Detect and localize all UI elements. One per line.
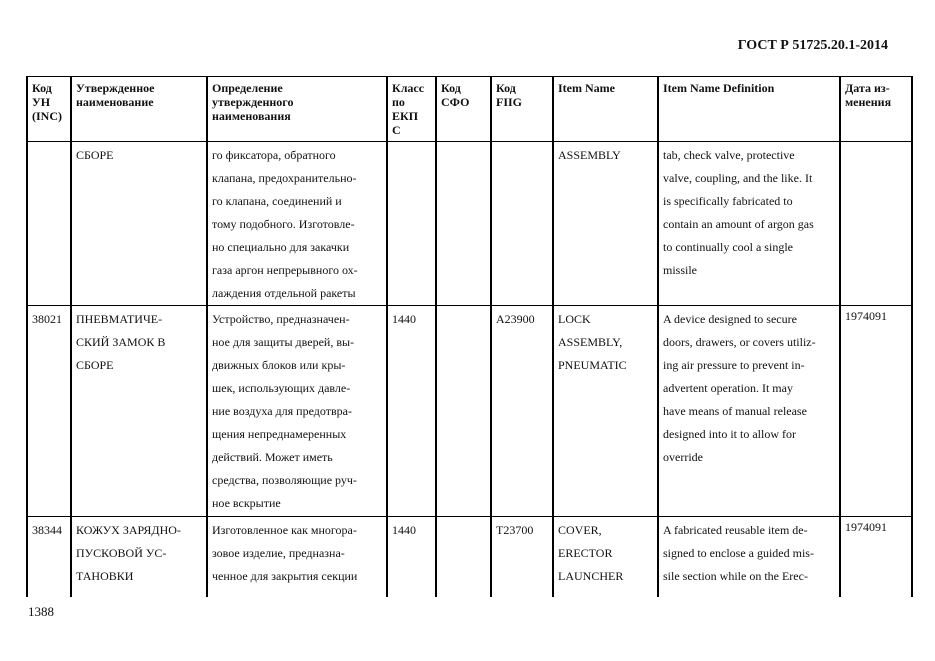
column-header-date: Дата из- менения (839, 76, 913, 142)
cell-item-name-definition: A device designed to secure doors, drawe… (657, 305, 841, 517)
cell-definition: Устройство, предназначен- ное для защиты… (206, 305, 388, 517)
cell-definition: Изготовленное как многора- зовое изделие… (206, 516, 388, 597)
cell-date: 1974091 (839, 516, 913, 597)
cell-fiig: A23900 (490, 305, 554, 517)
cell-inc (26, 141, 72, 306)
cell-sfo (435, 305, 492, 517)
cell-item-name-definition: A fabricated reusable item de- signed to… (657, 516, 841, 597)
cell-class: 1440 (386, 516, 437, 597)
cell-inc: 38021 (26, 305, 72, 517)
column-header-class: Класс по ЕКП С (386, 76, 437, 142)
cell-item-name: LOCK ASSEMBLY, PNEUMATIC (552, 305, 659, 517)
table-header-row: Код УН (INC) Утвержденное наименование О… (26, 76, 913, 142)
page-number: 1388 (28, 604, 54, 619)
cell-fiig (490, 141, 554, 306)
document-title: ГОСТ Р 51725.20.1-2014 (737, 38, 888, 53)
cell-class (386, 141, 437, 306)
catalog-table: Код УН (INC) Утвержденное наименование О… (26, 76, 913, 597)
cell-definition: го фиксатора, обратного клапана, предохр… (206, 141, 388, 306)
column-header-item-name: Item Name (552, 76, 659, 142)
column-header-approved-name: Утвержденное наименование (70, 76, 208, 142)
table-row: 38021 ПНЕВМАТИЧЕ- СКИЙ ЗАМОК В СБОРЕ Уст… (26, 305, 913, 517)
cell-date (839, 141, 913, 306)
cell-approved-name: КОЖУХ ЗАРЯДНО- ПУСКОВОЙ УС- ТАНОВКИ (70, 516, 208, 597)
cell-item-name: COVER, ERECTOR LAUNCHER (552, 516, 659, 597)
column-header-inc: Код УН (INC) (26, 76, 72, 142)
column-header-item-name-definition: Item Name Definition (657, 76, 841, 142)
cell-approved-name: СБОРЕ (70, 141, 208, 306)
cell-approved-name: ПНЕВМАТИЧЕ- СКИЙ ЗАМОК В СБОРЕ (70, 305, 208, 517)
cell-item-name-definition: tab, check valve, protective valve, coup… (657, 141, 841, 306)
column-header-fiig: Код FIIG (490, 76, 554, 142)
table-row: 38344 КОЖУХ ЗАРЯДНО- ПУСКОВОЙ УС- ТАНОВК… (26, 516, 913, 597)
cell-item-name: ASSEMBLY (552, 141, 659, 306)
cell-sfo (435, 141, 492, 306)
column-header-definition: Определение утвержденного наименования (206, 76, 388, 142)
table-row: СБОРЕ го фиксатора, обратного клапана, п… (26, 141, 913, 306)
cell-sfo (435, 516, 492, 597)
cell-fiig: T23700 (490, 516, 554, 597)
cell-class: 1440 (386, 305, 437, 517)
column-header-sfo: Код СФО (435, 76, 492, 142)
cell-date: 1974091 (839, 305, 913, 517)
cell-inc: 38344 (26, 516, 72, 597)
